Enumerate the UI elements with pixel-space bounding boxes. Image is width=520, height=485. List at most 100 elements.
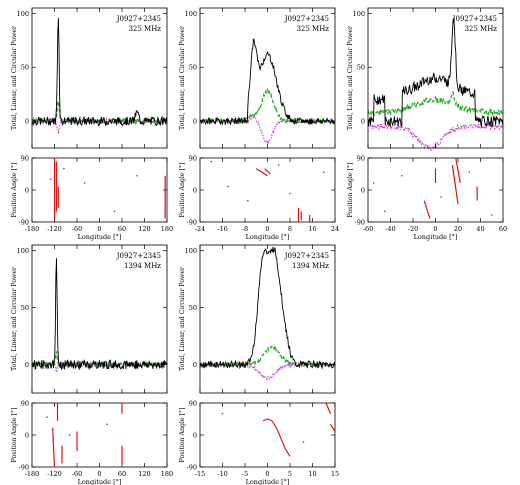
total-power-line	[199, 38, 336, 126]
panel-2: 0 50 100 J0927+2345 325 MHz Total, Linear, an…	[179, 7, 339, 241]
pa-xtick-label: 60	[118, 225, 126, 233]
linear-power-line	[367, 91, 504, 117]
pa-ytick-label: 90	[189, 400, 197, 408]
pa-segment	[455, 157, 461, 183]
frequency-label: 325 MHz	[464, 25, 497, 33]
pa-ytick-label: -90	[19, 464, 29, 472]
panel-3: 0 50 100 J0927+2345 325 MHz Total, Linear, an…	[347, 7, 507, 241]
pa-point	[490, 214, 493, 216]
pa-xtick-label: -120	[47, 225, 62, 233]
pa-xtick-label: -180	[25, 225, 40, 233]
pa-point	[247, 199, 249, 202]
xlabel: Longitude [°]	[78, 233, 122, 241]
pa-xtick-label: -15	[195, 470, 205, 478]
pa-xtick-label: -5	[242, 470, 248, 478]
profile-ytick-label: 100	[17, 10, 29, 18]
pa-point	[106, 423, 108, 426]
circular-power-line	[199, 360, 336, 382]
source-label: J0927+2345	[116, 15, 161, 23]
pa-xtick-label: -60	[363, 225, 373, 233]
pa-xtick-label: 180	[161, 470, 173, 478]
profile-ytick-label: 100	[185, 10, 197, 18]
total-power-line	[31, 17, 168, 127]
frequency-label: 1394 MHz	[292, 262, 329, 270]
pa-xtick-label: -60	[72, 470, 82, 478]
panel-4: 0 50 100 J0927+2345 1394 MHz Total, Linear, a…	[11, 244, 173, 485]
pa-ytick-label: -90	[187, 464, 197, 472]
pa-point	[302, 441, 305, 443]
profile-ytick-label: 50	[189, 64, 197, 72]
profile-ytick-label: 0	[193, 118, 197, 126]
profile-ylabel: Total, Linear, and Circular Power	[179, 26, 186, 130]
xlabel: Longitude [°]	[414, 233, 458, 241]
pa-xtick-label: 5	[288, 470, 292, 478]
pa-xtick-label: -40	[385, 225, 395, 233]
pa-point	[83, 182, 86, 184]
profile-ylabel: Total, Linear, and Circular Power	[347, 26, 354, 130]
pa-xtick-label: 20	[454, 225, 462, 233]
pa-segment	[325, 402, 332, 414]
pa-xtick-label: 0	[265, 470, 269, 478]
pa-ytick-label: -90	[355, 219, 365, 227]
pa-frame	[199, 157, 336, 223]
pa-frame	[367, 157, 504, 223]
pa-point	[289, 192, 291, 195]
pa-segment	[52, 427, 56, 468]
pa-ytick-label: 90	[357, 155, 365, 163]
profile-ylabel: Total, Linear, and Circular Power	[179, 267, 186, 371]
pa-xtick-label: 10	[308, 470, 316, 478]
pa-xtick-label: 8	[288, 225, 292, 233]
pa-point	[68, 434, 71, 436]
pa-xtick-label: 60	[118, 470, 126, 478]
profile-ylabel: Total, Linear, and Circular Power	[11, 26, 18, 130]
source-label: J0927+2345	[284, 15, 329, 23]
linear-power-line	[199, 88, 336, 125]
pa-point	[49, 178, 52, 181]
pa-point	[384, 210, 386, 213]
xlabel: Longitude [°]	[78, 478, 122, 485]
pa-curve	[262, 418, 291, 457]
pa-xtick-label: 0	[265, 225, 269, 233]
pa-segment	[255, 168, 268, 177]
source-label: J0927+2345	[452, 15, 497, 23]
pa-frame	[31, 402, 168, 468]
frequency-label: 325 MHz	[128, 25, 161, 33]
pa-segment	[423, 200, 431, 219]
pa-point	[372, 182, 375, 184]
profile-ytick-label: 0	[361, 118, 365, 126]
pa-xtick-label: 0	[97, 470, 101, 478]
pa-ylabel: Position Angle [°]	[11, 408, 18, 463]
pa-ylabel: Position Angle [°]	[179, 408, 186, 463]
pa-xtick-label: 24	[331, 225, 339, 233]
pa-ylabel: Position Angle [°]	[347, 163, 354, 218]
pa-xtick-label: -180	[25, 470, 40, 478]
profile-ytick-label: 0	[193, 361, 197, 369]
pa-point	[210, 160, 213, 163]
pa-xtick-label: -20	[408, 225, 418, 233]
pa-xtick-label: 120	[138, 470, 150, 478]
pa-xtick-label: 60	[499, 225, 507, 233]
pa-ytick-label: 0	[361, 187, 365, 195]
pa-xtick-label: 120	[138, 225, 150, 233]
total-power-line	[31, 258, 168, 371]
profile-ytick-label: 0	[25, 361, 29, 369]
pa-segment	[264, 168, 271, 175]
pa-point	[46, 416, 48, 419]
pa-ytick-label: 90	[21, 400, 29, 408]
profile-ytick-label: 50	[357, 64, 365, 72]
frequency-label: 1394 MHz	[124, 262, 161, 270]
pa-point	[227, 185, 229, 188]
pa-xtick-label: 180	[161, 225, 173, 233]
pa-point	[136, 174, 138, 177]
profile-ytick-label: 50	[189, 304, 197, 312]
profile-ytick-label: 100	[353, 10, 365, 18]
pa-ytick-label: 0	[25, 432, 29, 440]
pa-xtick-label: -60	[72, 225, 82, 233]
pa-xtick-label: 0	[433, 225, 437, 233]
profile-ytick-label: 0	[25, 118, 29, 126]
pa-xtick-label: 15	[331, 470, 339, 478]
pa-ytick-label: 0	[25, 187, 29, 195]
pa-frame	[31, 157, 168, 223]
pa-ytick-label: 90	[189, 155, 197, 163]
